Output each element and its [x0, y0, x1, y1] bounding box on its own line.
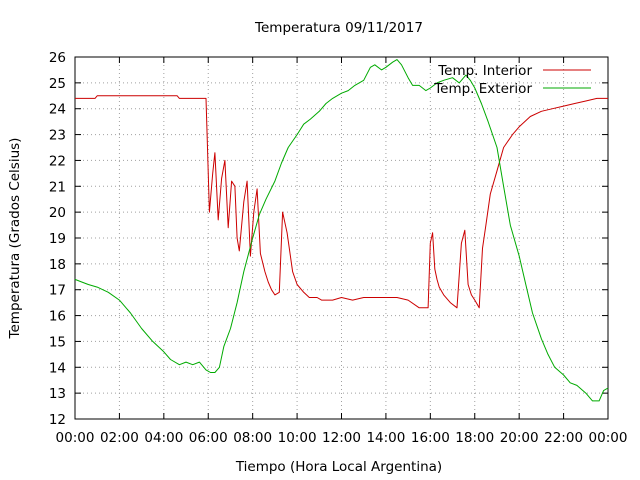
y-tick-label: 22	[49, 153, 66, 169]
legend-label-temp-interior: Temp. Interior	[437, 63, 532, 79]
x-axis-label: Tiempo (Hora Local Argentina)	[235, 459, 442, 475]
y-tick-label: 13	[49, 386, 66, 402]
x-tick-label: 02:00	[100, 430, 139, 446]
y-tick-label: 21	[49, 179, 66, 195]
y-tick-label: 18	[49, 257, 66, 273]
x-tick-label: 10:00	[278, 430, 317, 446]
x-tick-label: 00:00	[56, 430, 95, 446]
y-tick-label: 24	[49, 102, 66, 118]
series-line-temp-exterior	[74, 59, 609, 402]
x-tick-label: 12:00	[322, 430, 361, 446]
y-axis-label: Temperatura (Grados Celsius)	[7, 138, 23, 340]
y-tick-label: 25	[49, 76, 66, 92]
y-tick-label: 23	[49, 128, 66, 144]
y-tick-label: 19	[49, 231, 66, 247]
grid-lines	[75, 57, 608, 419]
x-tick-label: 22:00	[544, 430, 583, 446]
x-tick-label: 08:00	[233, 430, 272, 446]
x-tick-label: 20:00	[500, 430, 539, 446]
x-tick-label: 06:00	[189, 430, 228, 446]
y-tick-label: 12	[49, 412, 66, 428]
x-tick-label: 00:00	[589, 430, 628, 446]
y-tick-label: 15	[49, 334, 66, 350]
series-line-temp-interior	[75, 95, 608, 309]
x-tick-label: 16:00	[411, 430, 450, 446]
legend: Temp. Interior Temp. Exterior	[433, 63, 591, 97]
y-tick-label: 16	[49, 309, 66, 325]
y-tick-label: 14	[49, 360, 66, 376]
x-axis: 00:00 02:00 04:00 06:00 08:00 10:00 12:00 14:00…	[56, 57, 628, 446]
y-tick-label: 20	[49, 205, 66, 221]
legend-label-temp-exterior: Temp. Exterior	[433, 81, 532, 97]
plot-frame	[74, 56, 609, 420]
x-tick-label: 18:00	[455, 430, 494, 446]
x-tick-label: 14:00	[366, 430, 405, 446]
y-tick-label: 26	[49, 50, 66, 66]
y-axis: 12 13 14 15 16 17 18 19 20 21 22 23 24 25 26	[49, 50, 608, 428]
chart-title: Temperatura 09/11/2017	[254, 20, 423, 36]
y-tick-label: 17	[49, 283, 66, 299]
x-tick-label: 04:00	[144, 430, 183, 446]
series-group	[74, 59, 609, 402]
